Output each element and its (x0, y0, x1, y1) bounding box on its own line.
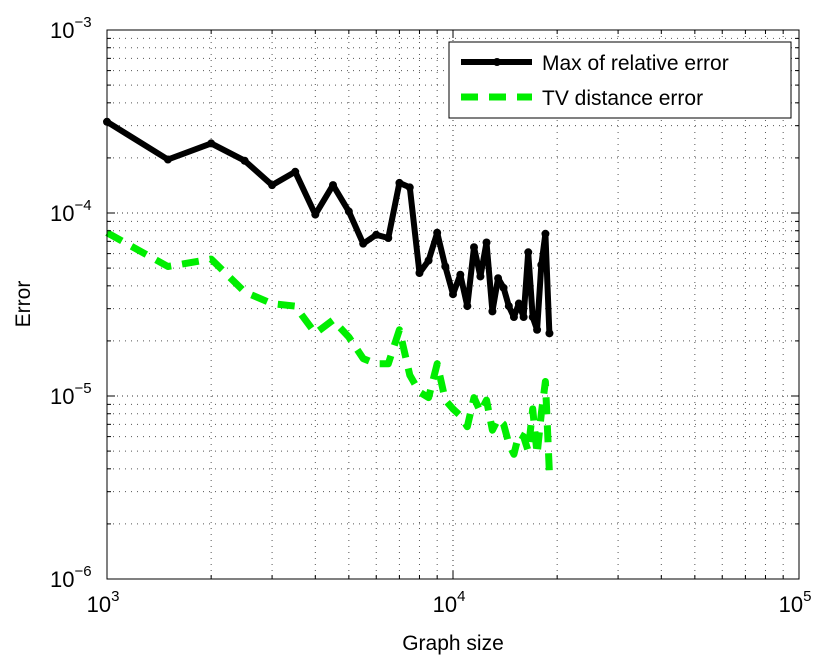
series-layer (103, 117, 554, 474)
data-point-max-relative-error (476, 272, 485, 281)
data-point-max-relative-error (372, 230, 381, 239)
data-point-max-relative-error (359, 239, 368, 248)
x-tick-label: 104 (433, 588, 466, 617)
data-point-max-relative-error (291, 167, 300, 176)
data-point-max-relative-error (537, 260, 546, 269)
axis-ticks (106, 29, 800, 580)
data-point-max-relative-error (424, 256, 433, 265)
data-point-max-relative-error (541, 229, 550, 238)
data-point-max-relative-error (519, 313, 528, 322)
data-point-max-relative-error (329, 181, 338, 190)
x-tick-label: 105 (779, 588, 812, 617)
data-point-max-relative-error (405, 183, 414, 192)
x-tick-label: 103 (87, 588, 120, 617)
x-axis-label: Graph size (402, 632, 504, 655)
data-point-max-relative-error (240, 156, 249, 165)
data-point-max-relative-error (514, 299, 523, 308)
data-point-max-relative-error (456, 270, 465, 279)
tick-labels: 103 104 105 10−6 10−5 10−4 10−3 (50, 14, 811, 617)
data-point-max-relative-error (268, 181, 277, 190)
data-point-max-relative-error (384, 234, 393, 243)
data-point-max-relative-error (545, 329, 554, 338)
data-point-max-relative-error (207, 139, 216, 148)
y-tick-label: 10−4 (50, 197, 92, 226)
series-line-tv-distance-error (105, 229, 553, 474)
data-point-max-relative-error (415, 269, 424, 278)
data-point-max-relative-error (441, 262, 450, 271)
data-point-max-relative-error (449, 290, 457, 299)
legend-label-tv-distance-error: TV distance error (542, 87, 703, 110)
legend-marker-max-relative-error (493, 58, 501, 66)
y-tick-label: 10−5 (50, 380, 92, 409)
data-point-max-relative-error (433, 228, 442, 237)
y-axis-label: Error (12, 281, 35, 328)
data-point-max-relative-error (470, 243, 479, 252)
legend-box (448, 41, 792, 119)
data-point-max-relative-error (463, 302, 472, 311)
data-point-max-relative-error (504, 302, 513, 311)
legend: Max of relative error TV distance error (448, 41, 792, 119)
y-tick-label: 10−3 (50, 14, 92, 43)
data-point-max-relative-error (533, 325, 542, 334)
plot-background (107, 30, 799, 579)
data-point-max-relative-error (524, 248, 533, 257)
legend-label-max-relative-error: Max of relative error (542, 52, 729, 75)
data-point-max-relative-error (494, 274, 503, 283)
data-point-max-relative-error (344, 207, 353, 216)
data-point-max-relative-error (163, 155, 172, 164)
y-tick-label: 10−6 (50, 563, 92, 592)
data-point-max-relative-error (311, 210, 320, 219)
data-point-max-relative-error (488, 307, 497, 316)
data-point-max-relative-error (509, 313, 518, 322)
data-point-max-relative-error (499, 283, 508, 292)
data-point-max-relative-error (528, 313, 537, 322)
data-point-max-relative-error (395, 178, 404, 187)
data-point-max-relative-error (482, 238, 491, 247)
